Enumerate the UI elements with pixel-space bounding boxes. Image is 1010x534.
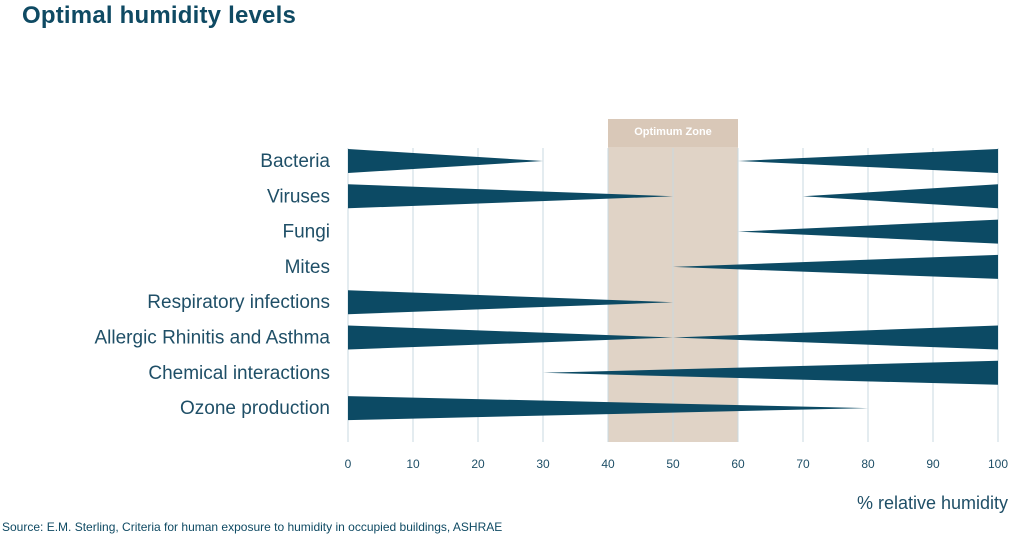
wedge-respiratory-infections-0 (348, 290, 673, 315)
row-label: Ozone production (180, 398, 330, 419)
x-tick-label: 20 (471, 457, 485, 471)
wedge-allergic-rhinitis-and-asthma-1 (673, 325, 998, 350)
wedge-bacteria-0 (348, 149, 543, 173)
row-label: Mites (285, 257, 330, 278)
x-axis-label: % relative humidity (857, 493, 1008, 513)
x-tick-label: 60 (731, 457, 745, 471)
x-tick-label: 30 (536, 457, 550, 471)
wedge-mites-0 (673, 254, 998, 279)
wedge-chemical-interactions-0 (543, 360, 998, 385)
wedge-ozone-production-0 (348, 396, 868, 421)
x-tick-label: 0 (345, 457, 352, 471)
wedge-layer (348, 149, 998, 421)
x-tick-label: 40 (601, 457, 615, 471)
wedge-bacteria-1 (738, 149, 998, 173)
row-label: Fungi (282, 222, 330, 243)
row-label-layer: Bacteria Viruses Fungi Mites Respiratory inf… (95, 151, 331, 419)
row-label: Viruses (267, 186, 330, 207)
row-label: Respiratory infections (147, 292, 330, 313)
row-label: Chemical interactions (148, 363, 330, 384)
wedge-allergic-rhinitis-and-asthma-0 (348, 325, 673, 350)
x-tick-label: 70 (796, 457, 810, 471)
row-label: Allergic Rhinitis and Asthma (95, 328, 331, 349)
wedge-viruses-1 (803, 184, 998, 209)
optimum-zone-header (608, 119, 738, 147)
wedge-viruses-0 (348, 184, 673, 209)
optimum-zone-label: Optimum Zone (634, 126, 712, 138)
row-label: Bacteria (260, 151, 330, 172)
tick-label-layer: 0 10 20 30 40 50 60 70 80 90 100 (345, 457, 1009, 471)
source-note: Source: E.M. Sterling, Criteria for huma… (2, 520, 503, 534)
x-tick-label: 10 (406, 457, 420, 471)
x-tick-label: 100 (988, 457, 1008, 471)
x-tick-label: 50 (666, 457, 680, 471)
wedge-fungi-0 (738, 219, 998, 244)
page-title: Optimal humidity levels (22, 2, 297, 29)
x-tick-label: 80 (861, 457, 875, 471)
x-tick-label: 90 (926, 457, 940, 471)
